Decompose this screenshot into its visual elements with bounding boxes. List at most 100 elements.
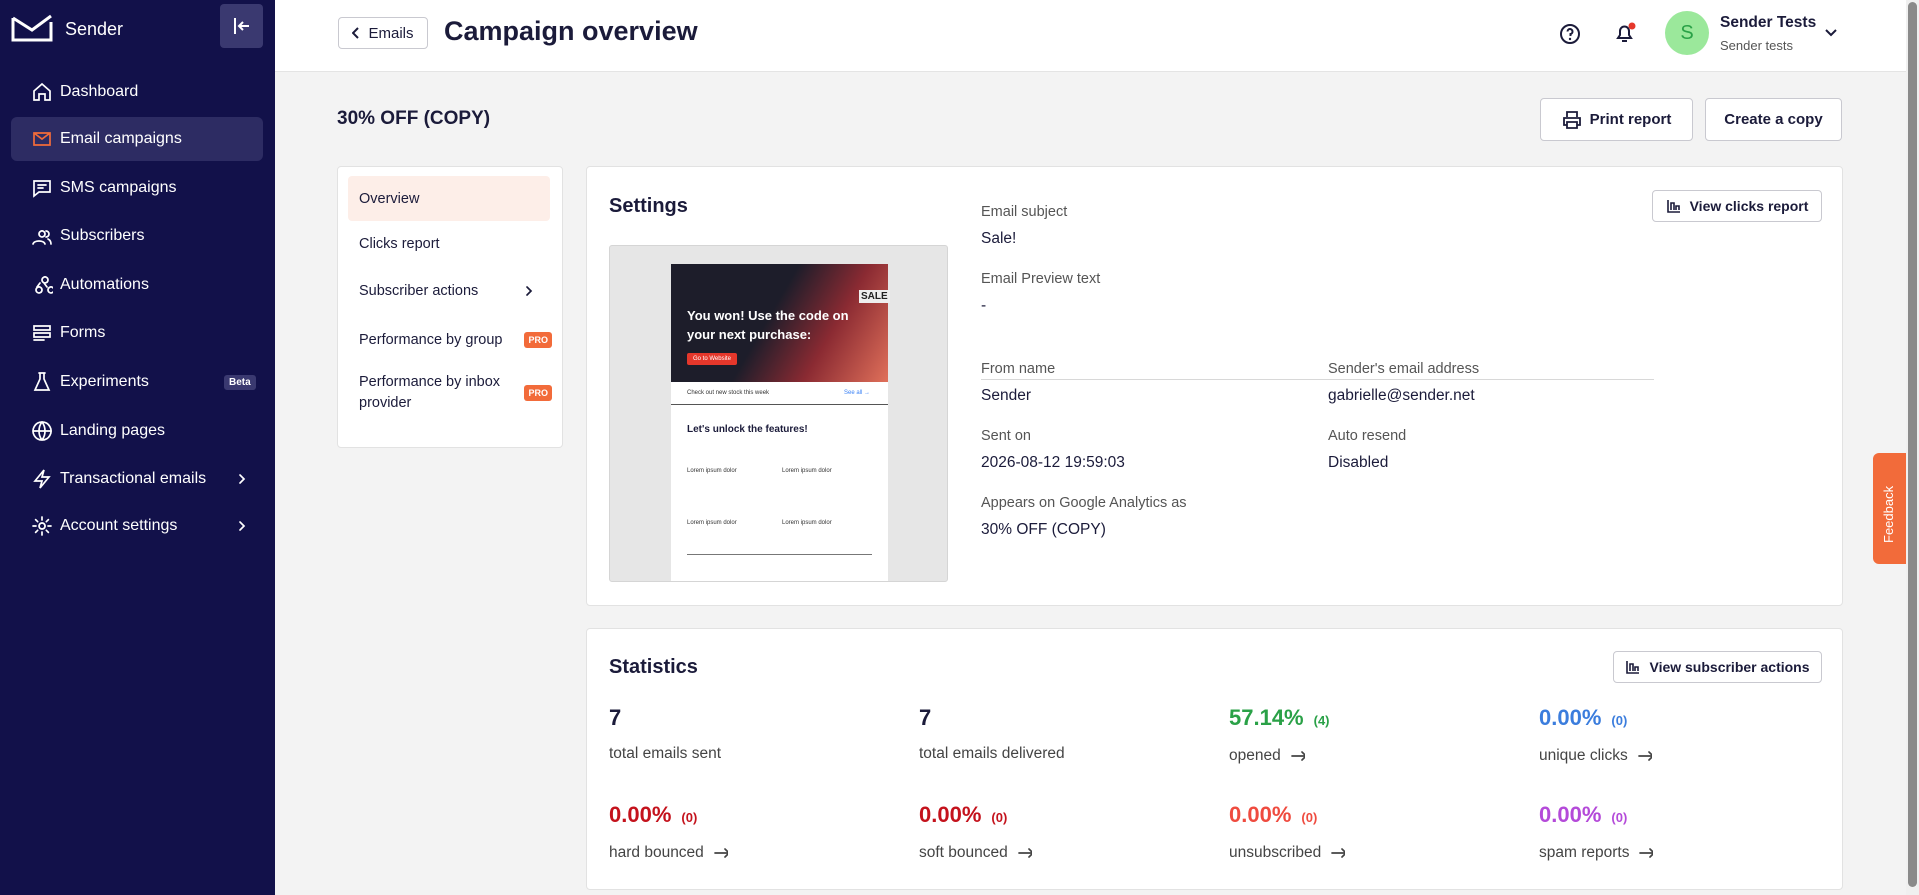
menu-label: Clicks report (359, 236, 440, 252)
print-button[interactable]: Print report (1540, 98, 1693, 141)
user-name: Sender Tests (1720, 14, 1817, 31)
stat-label[interactable]: hard bounced (609, 842, 728, 864)
menu-item[interactable]: Overview (348, 176, 550, 221)
stat-label-text: total emails delivered (919, 745, 1065, 762)
nav-item[interactable]: Email campaigns (11, 117, 263, 161)
collapse-button[interactable] (220, 4, 263, 48)
print-label: Print report (1589, 111, 1672, 128)
nav-item[interactable]: Experiments Beta (11, 360, 263, 404)
copy-button[interactable]: Create a copy (1705, 98, 1842, 141)
email-preview[interactable]: You won! Use the code on your next purch… (609, 245, 948, 582)
statistics-card: Statistics View subscriber actions 7 tota… (586, 628, 1843, 890)
nav-item[interactable]: Dashboard (11, 70, 263, 114)
stat-label-text: hard bounced (609, 844, 704, 861)
menu-item[interactable]: Subscriber actions (348, 271, 550, 311)
subscriber-actions-label: View subscriber actions (1649, 659, 1810, 675)
stat-label[interactable]: spam reports (1539, 842, 1654, 864)
stat-value: 0.00% (0) (609, 802, 697, 828)
top-bar: Emails Campaign overview S Sender Tests … (275, 0, 1906, 72)
feedback-tab[interactable]: Feedback (1873, 453, 1906, 564)
menu-item[interactable]: Performance by inbox provider (348, 367, 513, 419)
scrollbar-thumb[interactable] (1908, 2, 1917, 887)
field-value: Sale! (981, 230, 1017, 247)
preview-divider (687, 554, 872, 555)
nav-item[interactable]: Subscribers (11, 214, 263, 258)
icon (33, 325, 51, 341)
field-label: From name (981, 361, 1056, 377)
field-label: Email subject (981, 204, 1068, 220)
nav-item[interactable]: SMS campaigns (11, 166, 263, 210)
stat-label-text: soft bounced (919, 844, 1008, 861)
scrollbar (1906, 0, 1919, 895)
icon (1017, 848, 1032, 858)
stat-label[interactable]: opened (1229, 745, 1305, 767)
stat-count: (4) (1313, 713, 1330, 728)
preview-see-all: See all → (844, 390, 871, 396)
stat-number: 0.00% (1229, 802, 1292, 827)
clicks-report-button[interactable]: View clicks report (1652, 190, 1822, 222)
logo-icon (11, 14, 53, 42)
icon (1331, 848, 1346, 858)
menu-label: Subscriber actions (359, 283, 479, 299)
stat-value: 0.00% (0) (919, 802, 1007, 828)
field-label: Sent on (981, 428, 1031, 444)
menu-label: Performance by group (359, 332, 503, 348)
nav-item[interactable]: Landing pages (11, 409, 263, 453)
subscriber-actions-button[interactable]: View subscriber actions (1613, 651, 1822, 683)
back-button[interactable]: Emails (338, 17, 428, 49)
stat-number: 0.00% (919, 802, 982, 827)
stat-value: 0.00% (0) (1539, 705, 1627, 731)
avatar[interactable]: S (1665, 11, 1709, 55)
stat-number: 7 (919, 705, 932, 730)
preview-features: Let's unlock the features! (687, 424, 808, 435)
nav-item[interactable]: Automations (11, 263, 263, 307)
pro-badge: PRO (524, 332, 552, 348)
stat-label: total emails delivered (919, 745, 1065, 763)
field-label: Auto resend (1328, 428, 1407, 444)
icon (33, 469, 51, 489)
menu-item[interactable]: Clicks report (348, 224, 550, 264)
icon (33, 180, 51, 198)
nav-item[interactable]: Transactional emails (11, 457, 263, 501)
print-icon (1562, 110, 1581, 129)
field-value: 30% OFF (COPY) (981, 521, 1106, 538)
back-icon (352, 27, 360, 39)
field-value: gabrielle@sender.net (1328, 387, 1475, 404)
menu-item[interactable]: Performance by group (348, 320, 550, 360)
menu-label: Overview (359, 190, 420, 207)
stat-label[interactable]: unique clicks (1539, 745, 1652, 767)
nav-item[interactable]: Account settings (11, 504, 263, 548)
report-menu: Overview Clicks report Subscriber actions P… (337, 166, 563, 448)
icon (1290, 751, 1305, 761)
field-label: Appears on Google Analytics as (981, 495, 1187, 511)
icon (32, 421, 52, 441)
preview-sale: SALE (859, 290, 890, 303)
nav-label: Forms (60, 324, 106, 341)
user-menu-chevron[interactable] (1824, 28, 1838, 38)
stat-label[interactable]: soft bounced (919, 842, 1032, 864)
help-icon[interactable] (1558, 22, 1582, 46)
field-divider (981, 379, 1654, 380)
sidebar: Sender Dashboard Email campaigns SMS campa… (0, 0, 275, 895)
icon (526, 286, 533, 296)
notifications-icon[interactable] (1612, 20, 1638, 46)
chart-icon (1666, 200, 1680, 213)
stat-count: (0) (1301, 810, 1318, 825)
icon (32, 516, 52, 536)
nav-label: Subscribers (60, 227, 145, 244)
feedback-label: Feedback (1881, 485, 1896, 543)
stat-label-text: opened (1229, 747, 1281, 764)
stat-value: 0.00% (0) (1539, 802, 1627, 828)
nav-label: Landing pages (60, 422, 165, 439)
stat-number: 0.00% (609, 802, 672, 827)
nav-label: Dashboard (60, 83, 139, 100)
stat-number: 0.00% (1539, 705, 1602, 730)
nav-item[interactable]: Forms (11, 311, 263, 355)
stat-label-text: unsubscribed (1229, 844, 1322, 861)
collapse-icon (234, 18, 249, 34)
stat-label[interactable]: unsubscribed (1229, 842, 1346, 864)
field-value: 2026-08-12 19:59:03 (981, 454, 1125, 471)
icon (33, 82, 51, 101)
nav-badge: Beta (224, 374, 256, 390)
preview-item: Lorem ipsum dolor (782, 468, 832, 474)
